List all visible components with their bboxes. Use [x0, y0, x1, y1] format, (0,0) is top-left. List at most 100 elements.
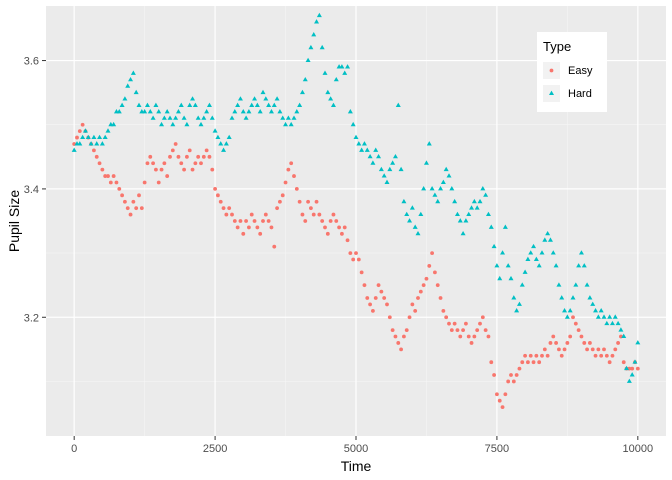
easy-point [182, 167, 186, 172]
hard-point [325, 89, 331, 95]
hard-point [291, 115, 297, 120]
easy-point [596, 347, 601, 352]
hard-point [624, 365, 630, 371]
easy-point [441, 308, 446, 313]
hard-point [384, 179, 390, 184]
easy-point [80, 122, 85, 127]
x-tick-label: 0 [71, 443, 77, 455]
easy-point [548, 341, 553, 345]
hard-point [359, 147, 365, 152]
hard-point [136, 102, 142, 107]
easy-point [568, 334, 573, 339]
hard-point [423, 160, 429, 165]
easy-point [447, 321, 451, 326]
easy-point [452, 321, 457, 326]
x-axis-title: Time [341, 458, 372, 474]
hard-point [598, 307, 604, 313]
easy-point [506, 379, 511, 384]
easy-point [314, 199, 319, 204]
hard-point [164, 109, 170, 114]
hard-point [415, 230, 421, 236]
easy-point [559, 353, 564, 358]
easy-point [356, 257, 361, 262]
hard-point [533, 256, 539, 261]
hard-point [621, 333, 627, 338]
easy-point [263, 212, 268, 217]
easy-point [449, 328, 454, 333]
hard-point [305, 57, 311, 63]
easy-point [244, 219, 248, 223]
easy-point [410, 302, 415, 307]
easy-point [413, 308, 418, 313]
hard-point [294, 109, 300, 114]
hard-point [71, 147, 77, 152]
easy-point [573, 321, 578, 326]
hard-point [528, 250, 534, 255]
hard-point [257, 109, 263, 114]
hard-point [198, 121, 204, 127]
hard-point [80, 134, 86, 140]
hard-point [195, 115, 201, 120]
hard-point [426, 141, 432, 146]
hard-point [618, 327, 624, 332]
x-tick-label: 7500 [485, 443, 509, 455]
easy-point [523, 353, 527, 358]
easy-point [261, 219, 265, 223]
hard-point [556, 282, 562, 287]
hard-point [392, 153, 398, 159]
easy-point [283, 180, 288, 185]
easy-point [213, 187, 217, 191]
easy-point [435, 283, 440, 288]
hard-point [367, 153, 373, 159]
easy-point [317, 212, 322, 217]
easy-point [630, 366, 635, 371]
hard-series [71, 12, 641, 383]
hard-point [635, 340, 641, 345]
easy-point [528, 353, 533, 358]
hard-point [297, 102, 303, 107]
easy-point [509, 373, 513, 377]
easy-point [382, 296, 387, 300]
hard-point [206, 102, 212, 107]
easy-point [421, 283, 426, 288]
hard-point [240, 109, 246, 114]
hard-point [418, 211, 424, 217]
easy-point [526, 360, 530, 365]
easy-point [120, 193, 124, 198]
hard-point [578, 250, 584, 255]
easy-point [252, 219, 257, 223]
major-gridlines [46, 6, 666, 436]
hard-point [192, 102, 198, 107]
easy-point [635, 366, 640, 371]
hard-point [156, 109, 162, 114]
x-tick-label: 5000 [344, 443, 368, 455]
x-tick-label: 2500 [203, 443, 227, 455]
hard-point [570, 295, 576, 300]
hard-point [440, 179, 446, 184]
hard-point [125, 83, 131, 88]
hard-point [573, 282, 579, 287]
easy-point [571, 315, 575, 320]
easy-point [159, 167, 164, 172]
hard-point [102, 134, 108, 140]
easy-point [173, 142, 178, 146]
hard-point [178, 102, 184, 107]
hard-point [545, 230, 551, 236]
hard-point [508, 275, 514, 281]
hard-point [237, 96, 243, 101]
legend-title: Type [543, 39, 571, 54]
hard-point [221, 147, 227, 152]
easy-point [306, 199, 310, 204]
easy-point [455, 328, 460, 333]
hard-point [443, 166, 449, 172]
easy-point [255, 225, 260, 230]
hard-point [209, 115, 215, 120]
hard-point [266, 102, 272, 107]
hard-point [181, 115, 187, 120]
hard-point [421, 186, 427, 191]
hard-point [161, 115, 167, 120]
hard-point [542, 237, 548, 242]
easy-point [131, 199, 136, 204]
easy-point [588, 341, 592, 345]
easy-point [373, 296, 378, 300]
